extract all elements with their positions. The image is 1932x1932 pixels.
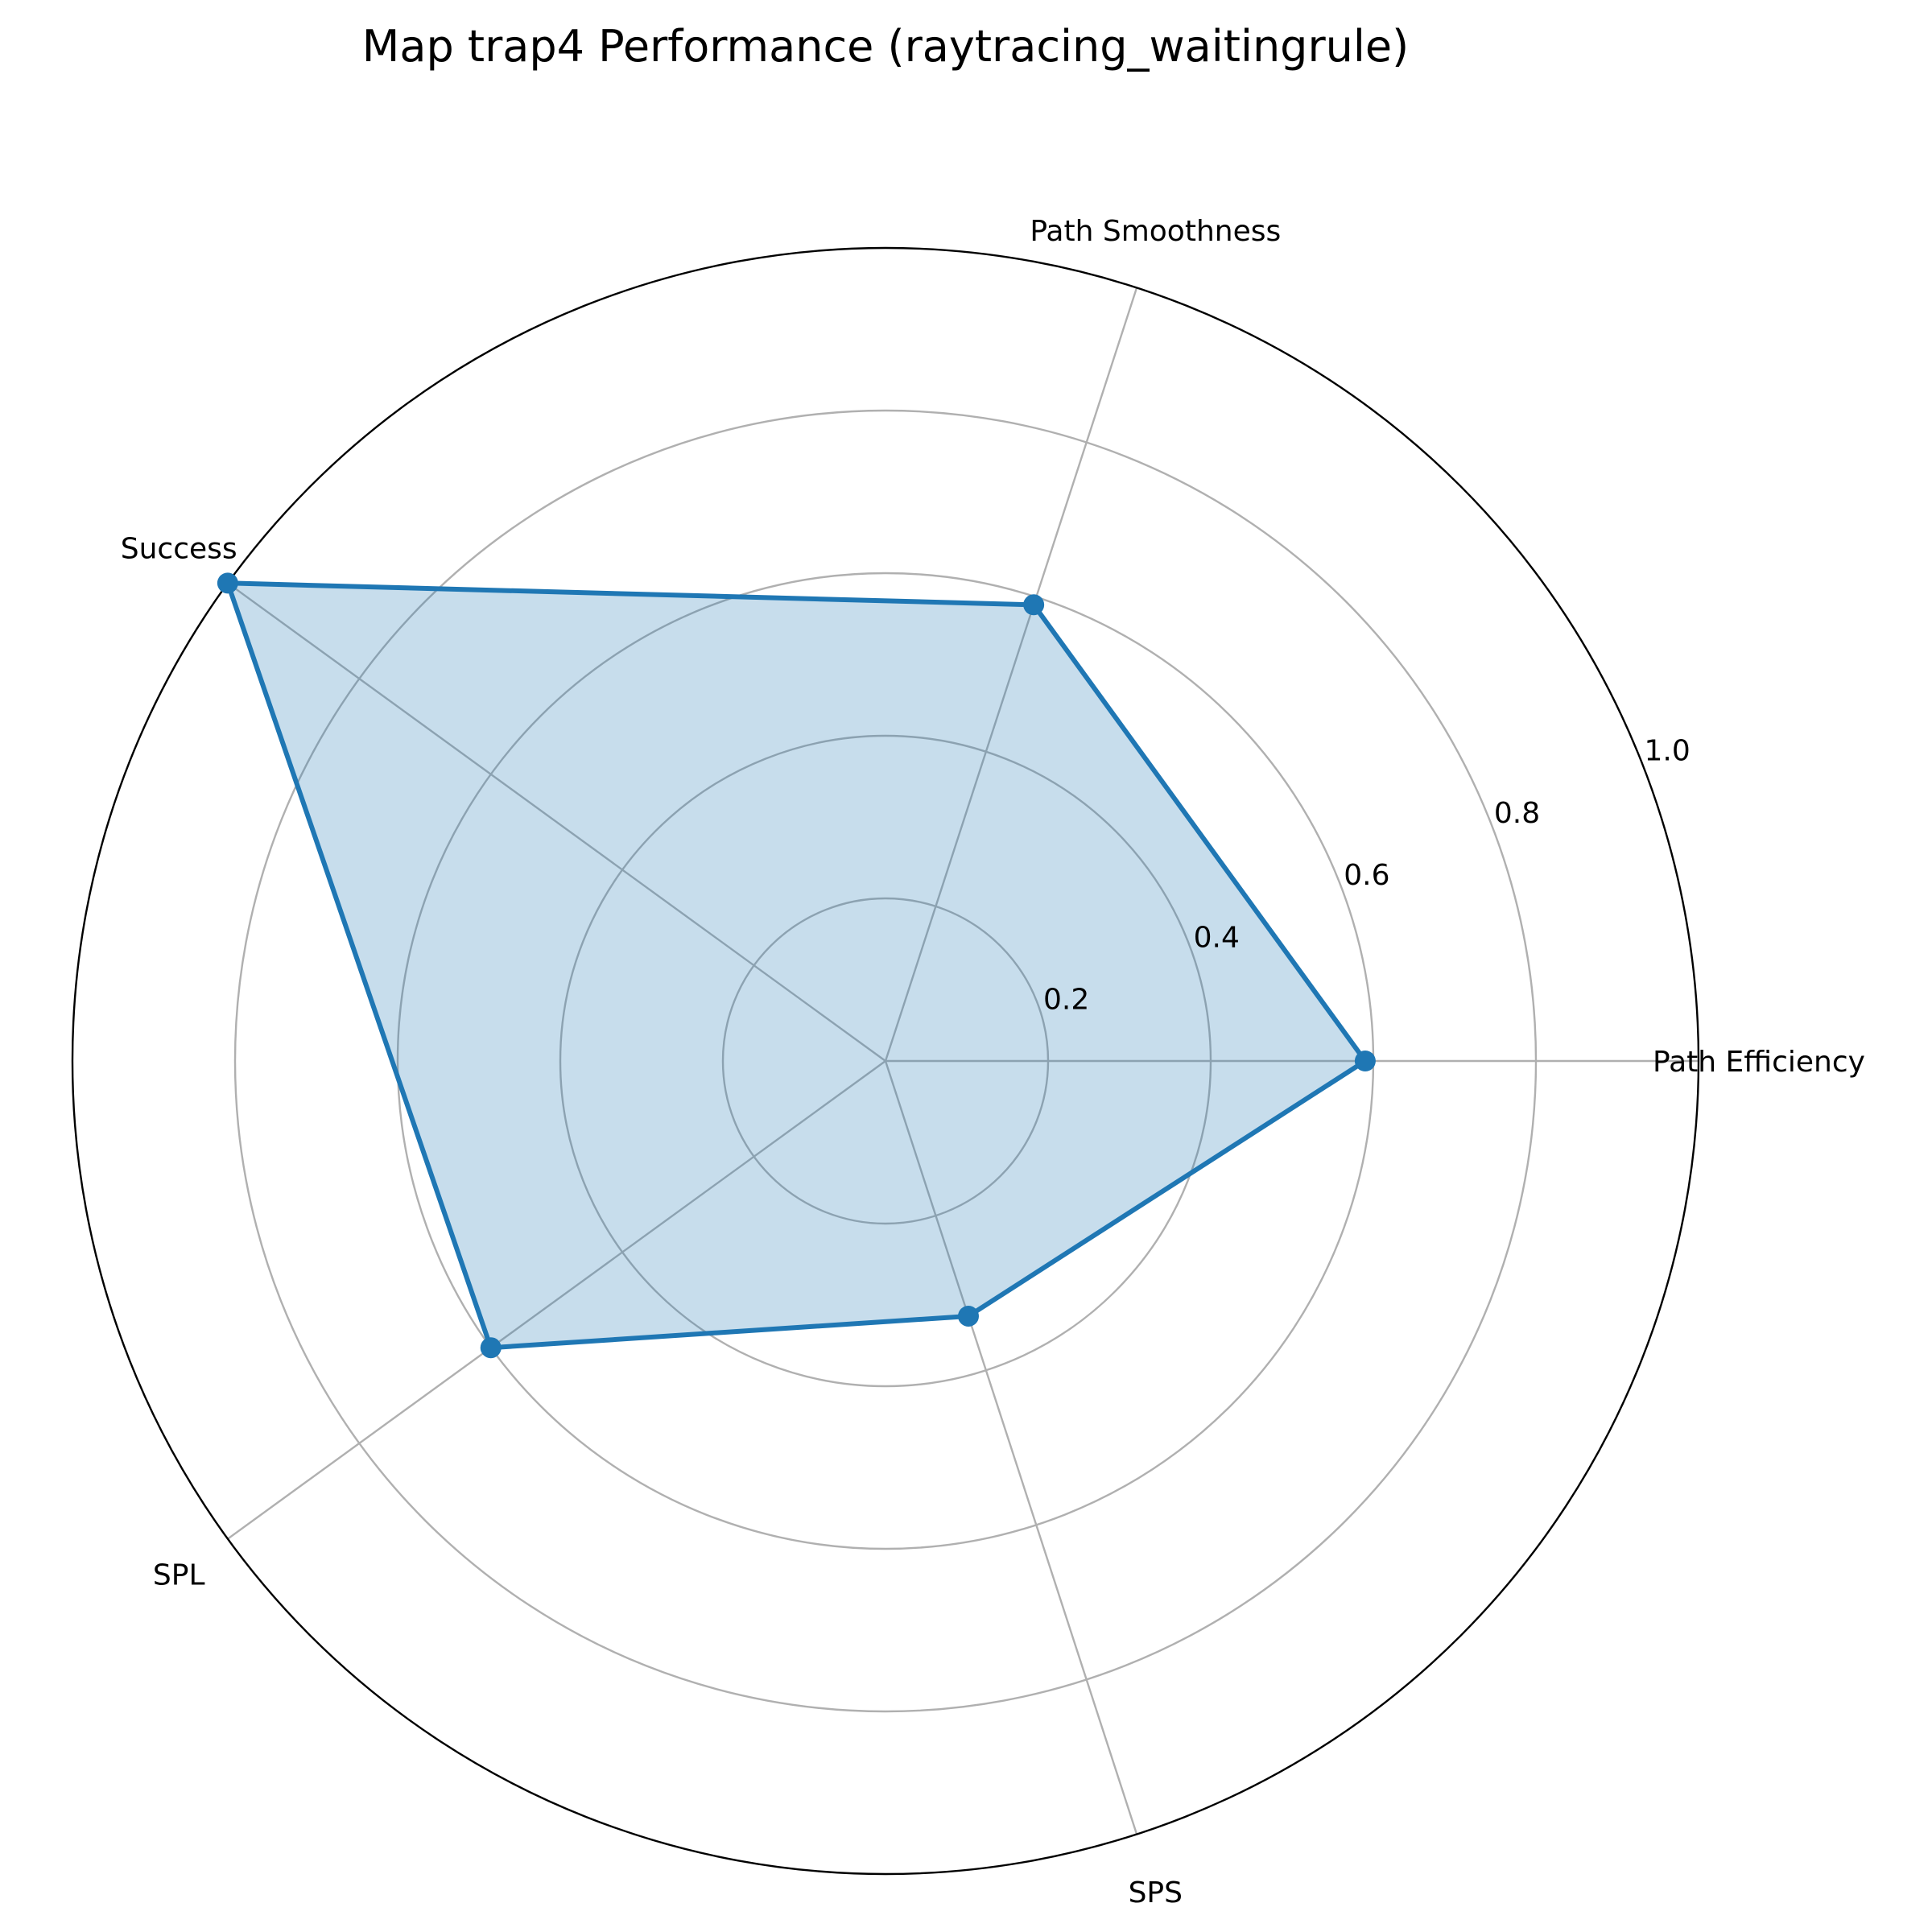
axis-spoke [227, 1060, 886, 1540]
data-point [957, 1305, 979, 1327]
axis-spoke [884, 1060, 1138, 1835]
data-point [1023, 594, 1045, 616]
axis-spoke [884, 287, 1138, 1062]
series-line [225, 580, 1368, 1351]
series-fill [227, 583, 1365, 1348]
axis-label: SPL [153, 1559, 205, 1592]
axis-label: Success [121, 532, 237, 565]
r-tick-label: 1.0 [1644, 734, 1690, 767]
chart-title: Map trap4 Performance (raytracing_waitin… [362, 21, 1409, 72]
label-layer: 0.2 0.4 0.6 0.8 1.0 Path Efficiency Path Smoot… [121, 215, 1865, 1909]
axis-label: Path Smoothness [1030, 215, 1281, 248]
data-point [1354, 1051, 1376, 1071]
r-tick-label: 0.6 [1344, 859, 1389, 892]
grid-layer [71, 246, 1700, 1876]
axis-label: Path Efficiency [1653, 1046, 1865, 1079]
r-tick-label: 0.4 [1194, 921, 1240, 954]
r-tick-label: 0.2 [1043, 984, 1089, 1017]
r-tick-label: 0.8 [1494, 797, 1540, 830]
data-layer [217, 572, 1376, 1359]
axis-spoke [227, 582, 886, 1062]
axis-label: SPS [1129, 1876, 1183, 1909]
outer-frame [71, 246, 1700, 1876]
data-point [217, 572, 238, 594]
data-point [480, 1337, 502, 1359]
